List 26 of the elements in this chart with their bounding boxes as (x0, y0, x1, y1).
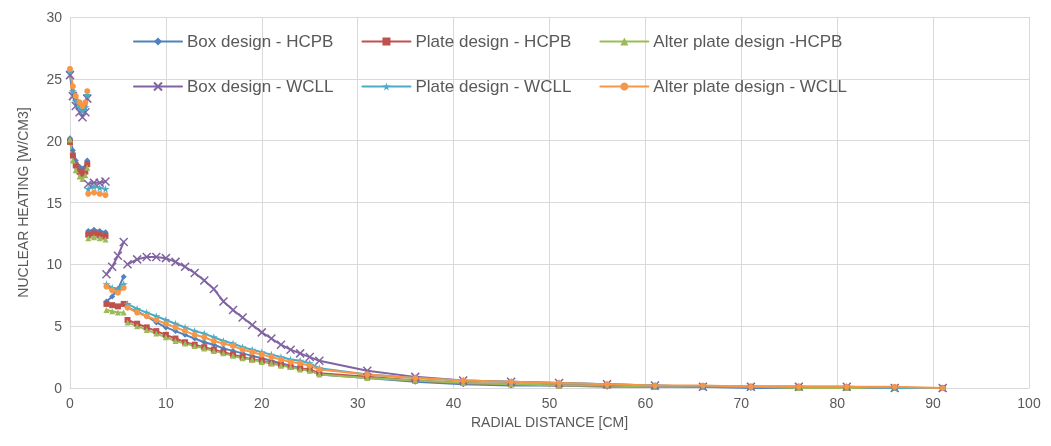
y-tick-label: 20 (46, 132, 63, 149)
x-tick-label: 10 (158, 395, 174, 411)
x-tick-label: 100 (1017, 395, 1041, 411)
x-tick-label: 60 (637, 395, 654, 411)
x-tick-label: 50 (541, 395, 558, 411)
y-tick-label: 15 (46, 194, 63, 211)
y-tick-label: 30 (46, 9, 63, 25)
legend-label: Plate design - WCLL (415, 77, 572, 96)
y-axis-title: NUCLEAR HEATING [W/CM3] (15, 107, 31, 298)
legend-label: Plate design - HCPB (415, 32, 572, 51)
y-tick-label: 10 (46, 256, 63, 273)
x-tick-label: 90 (925, 395, 942, 411)
x-axis-title: RADIAL DISTANCE [CM] (470, 413, 629, 430)
legend-label: Box design - HCPB (187, 32, 334, 51)
legend-label: Alter plate design - WCLL (653, 77, 848, 96)
x-tick-label: 30 (349, 395, 366, 411)
y-tick-label: 0 (54, 380, 63, 396)
x-tick-label: 70 (733, 395, 750, 411)
legend-label: Alter plate design -HCPB (653, 32, 843, 51)
legend-label: Box design - WCLL (187, 77, 334, 96)
y-tick-label: 5 (54, 318, 63, 335)
x-tick-label: 20 (254, 395, 270, 411)
x-tick-label: 80 (829, 395, 846, 411)
y-tick-label: 25 (46, 70, 63, 87)
x-tick-label: 40 (445, 395, 462, 411)
x-tick-label: 0 (66, 395, 75, 411)
